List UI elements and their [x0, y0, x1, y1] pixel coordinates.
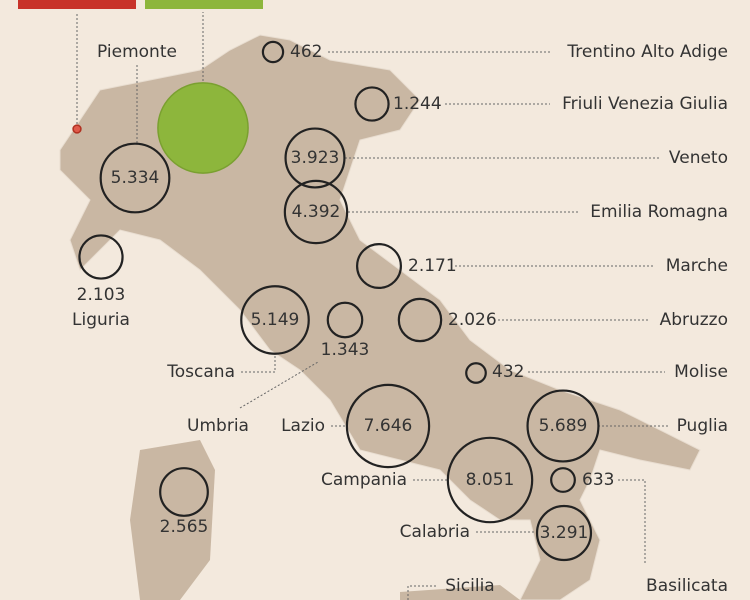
- value-label: 2.171: [408, 256, 457, 276]
- value-label: 2.103: [77, 285, 126, 305]
- region-name: Toscana: [166, 362, 235, 382]
- region-name: Sicilia: [445, 576, 494, 596]
- bubble: [159, 467, 209, 517]
- value-label: 1.343: [321, 340, 370, 360]
- italy-mainland: [59, 34, 701, 600]
- bubble: [261, 40, 285, 64]
- value-label: 5.334: [111, 168, 160, 188]
- region-name: Lazio: [281, 416, 325, 436]
- value-label: 2.565: [160, 517, 209, 537]
- bubble: [284, 127, 346, 189]
- region-name: Puglia: [677, 416, 728, 436]
- value-label: 633: [582, 470, 614, 490]
- region-name: Emilia Romagna: [590, 202, 728, 222]
- bubble: [550, 467, 576, 493]
- bubble: [354, 86, 390, 122]
- legend-swatch-green: [145, 0, 263, 9]
- region-name: Marche: [666, 256, 728, 276]
- value-label: 432: [492, 362, 524, 382]
- bubble: [99, 142, 171, 214]
- value-label: 5.149: [251, 310, 300, 330]
- legend-swatch-red: [18, 0, 136, 9]
- bubble: [240, 285, 310, 355]
- value-label: 3.291: [540, 523, 589, 543]
- region-name: Friuli Venezia Giulia: [562, 94, 728, 114]
- bubble: [326, 301, 364, 339]
- region-name: Trentino Alto Adige: [566, 42, 728, 62]
- value-label: 2.026: [448, 310, 497, 330]
- bubble: [397, 297, 443, 343]
- leader-line: [618, 479, 646, 565]
- leader-line: [407, 585, 438, 600]
- bubble: [78, 234, 124, 280]
- value-label: 3.923: [291, 148, 340, 168]
- region-name: Abruzzo: [660, 310, 728, 330]
- bubble: [345, 383, 431, 469]
- region-name: Calabria: [400, 522, 470, 542]
- bubble: [446, 436, 534, 524]
- bubble: [526, 389, 600, 463]
- region-name: Liguria: [72, 310, 130, 330]
- leader-line: [241, 354, 276, 373]
- region-name: Veneto: [669, 148, 728, 168]
- bubble: [465, 362, 487, 384]
- bubble: [535, 504, 593, 562]
- sicily: [400, 585, 520, 600]
- region-name: Piemonte: [97, 42, 177, 62]
- leader-line: [239, 361, 319, 409]
- highlight-bubble: [157, 82, 249, 174]
- region-name: Molise: [674, 362, 728, 382]
- value-label: 5.689: [539, 416, 588, 436]
- marked-bubble: [72, 124, 82, 134]
- region-name: Campania: [321, 470, 407, 490]
- sardinia: [130, 440, 215, 600]
- value-label: 462: [290, 42, 322, 62]
- value-label: 7.646: [364, 416, 413, 436]
- bubble: [356, 243, 402, 289]
- value-label: 4.392: [292, 202, 341, 222]
- region-name: Umbria: [187, 416, 249, 436]
- bubble: [283, 179, 349, 245]
- value-label: 8.051: [466, 470, 515, 490]
- value-label: 1.244: [393, 94, 442, 114]
- region-name: Basilicata: [646, 576, 728, 596]
